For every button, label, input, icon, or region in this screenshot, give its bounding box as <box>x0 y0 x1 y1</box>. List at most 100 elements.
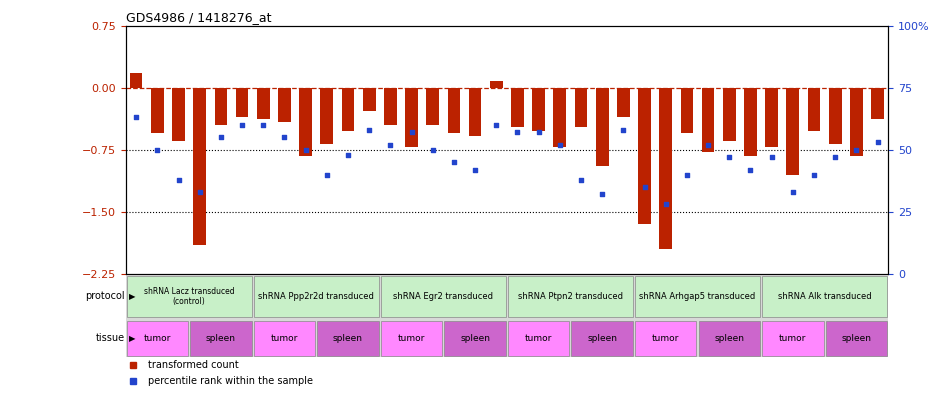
Text: transformed count: transformed count <box>149 360 239 370</box>
Bar <box>871 88 884 119</box>
Bar <box>762 276 887 317</box>
Text: shRNA Arhgap5 transduced: shRNA Arhgap5 transduced <box>639 292 755 301</box>
Point <box>510 129 525 136</box>
Text: spleen: spleen <box>714 334 744 343</box>
Point <box>828 154 843 160</box>
Text: GDS4986 / 1418276_at: GDS4986 / 1418276_at <box>126 11 271 24</box>
Bar <box>384 88 397 125</box>
Bar <box>405 88 418 147</box>
Point <box>806 171 821 178</box>
Bar <box>151 88 164 133</box>
Point <box>234 122 249 128</box>
Bar <box>508 321 569 356</box>
Text: tumor: tumor <box>398 334 425 343</box>
Bar <box>596 88 608 166</box>
Bar <box>744 88 757 156</box>
Bar <box>172 88 185 141</box>
Text: spleen: spleen <box>460 334 490 343</box>
Bar <box>762 321 824 356</box>
Bar <box>698 321 760 356</box>
Text: spleen: spleen <box>587 334 618 343</box>
Bar <box>659 88 672 249</box>
Point <box>785 189 800 195</box>
Bar <box>299 88 312 156</box>
Point <box>362 127 377 133</box>
Bar <box>490 81 502 88</box>
Text: tumor: tumor <box>143 334 171 343</box>
Bar <box>635 321 697 356</box>
Bar <box>635 276 760 317</box>
Point <box>256 122 271 128</box>
Bar <box>826 321 887 356</box>
Point <box>764 154 779 160</box>
Bar <box>829 88 842 144</box>
Bar <box>278 88 291 122</box>
Point <box>150 147 165 153</box>
Text: tumor: tumor <box>779 334 806 343</box>
Bar <box>532 88 545 131</box>
Bar <box>126 321 188 356</box>
Point <box>870 139 885 145</box>
Text: shRNA Alk transduced: shRNA Alk transduced <box>777 292 871 301</box>
Bar <box>807 88 820 131</box>
Bar <box>723 88 736 141</box>
Text: spleen: spleen <box>333 334 363 343</box>
Point <box>213 134 228 140</box>
Text: tissue: tissue <box>96 333 126 343</box>
Bar <box>130 73 142 88</box>
Bar <box>341 88 354 131</box>
Point <box>552 141 567 148</box>
Bar <box>681 88 693 133</box>
Bar <box>447 88 460 133</box>
Bar <box>469 88 482 136</box>
Point <box>616 127 631 133</box>
Point <box>171 176 186 183</box>
Bar <box>850 88 863 156</box>
Point <box>425 147 440 153</box>
Text: spleen: spleen <box>842 334 871 343</box>
Bar <box>321 88 333 144</box>
Bar <box>380 321 443 356</box>
Bar <box>317 321 379 356</box>
Bar <box>575 88 588 127</box>
Point <box>299 147 313 153</box>
Bar <box>787 88 799 174</box>
Bar <box>512 88 524 127</box>
Point <box>340 152 355 158</box>
Bar <box>257 88 270 119</box>
Bar <box>254 276 379 317</box>
Point <box>680 171 695 178</box>
Bar <box>254 321 315 356</box>
Point <box>595 191 610 198</box>
Bar <box>363 88 376 111</box>
Bar <box>765 88 778 147</box>
Text: shRNA Ppp2r2d transduced: shRNA Ppp2r2d transduced <box>259 292 374 301</box>
Text: tumor: tumor <box>271 334 299 343</box>
Text: spleen: spleen <box>206 334 236 343</box>
Text: ▶: ▶ <box>128 334 135 343</box>
Bar <box>380 276 506 317</box>
Point <box>849 147 864 153</box>
Point <box>700 141 715 148</box>
Bar <box>190 321 252 356</box>
Point <box>722 154 737 160</box>
Point <box>489 122 504 128</box>
Point <box>658 201 673 208</box>
Bar <box>235 88 248 117</box>
Point <box>468 167 483 173</box>
Point <box>193 189 207 195</box>
Text: ▶: ▶ <box>128 292 135 301</box>
Text: protocol: protocol <box>86 292 126 301</box>
Bar <box>617 88 630 117</box>
Bar <box>571 321 633 356</box>
Point <box>319 171 334 178</box>
Bar <box>445 321 506 356</box>
Text: shRNA Lacz transduced
(control): shRNA Lacz transduced (control) <box>144 287 234 306</box>
Bar <box>193 88 206 245</box>
Text: tumor: tumor <box>652 334 680 343</box>
Text: shRNA Ptpn2 transduced: shRNA Ptpn2 transduced <box>518 292 623 301</box>
Text: percentile rank within the sample: percentile rank within the sample <box>149 376 313 386</box>
Bar <box>426 88 439 125</box>
Point <box>531 129 546 136</box>
Bar <box>553 88 566 147</box>
